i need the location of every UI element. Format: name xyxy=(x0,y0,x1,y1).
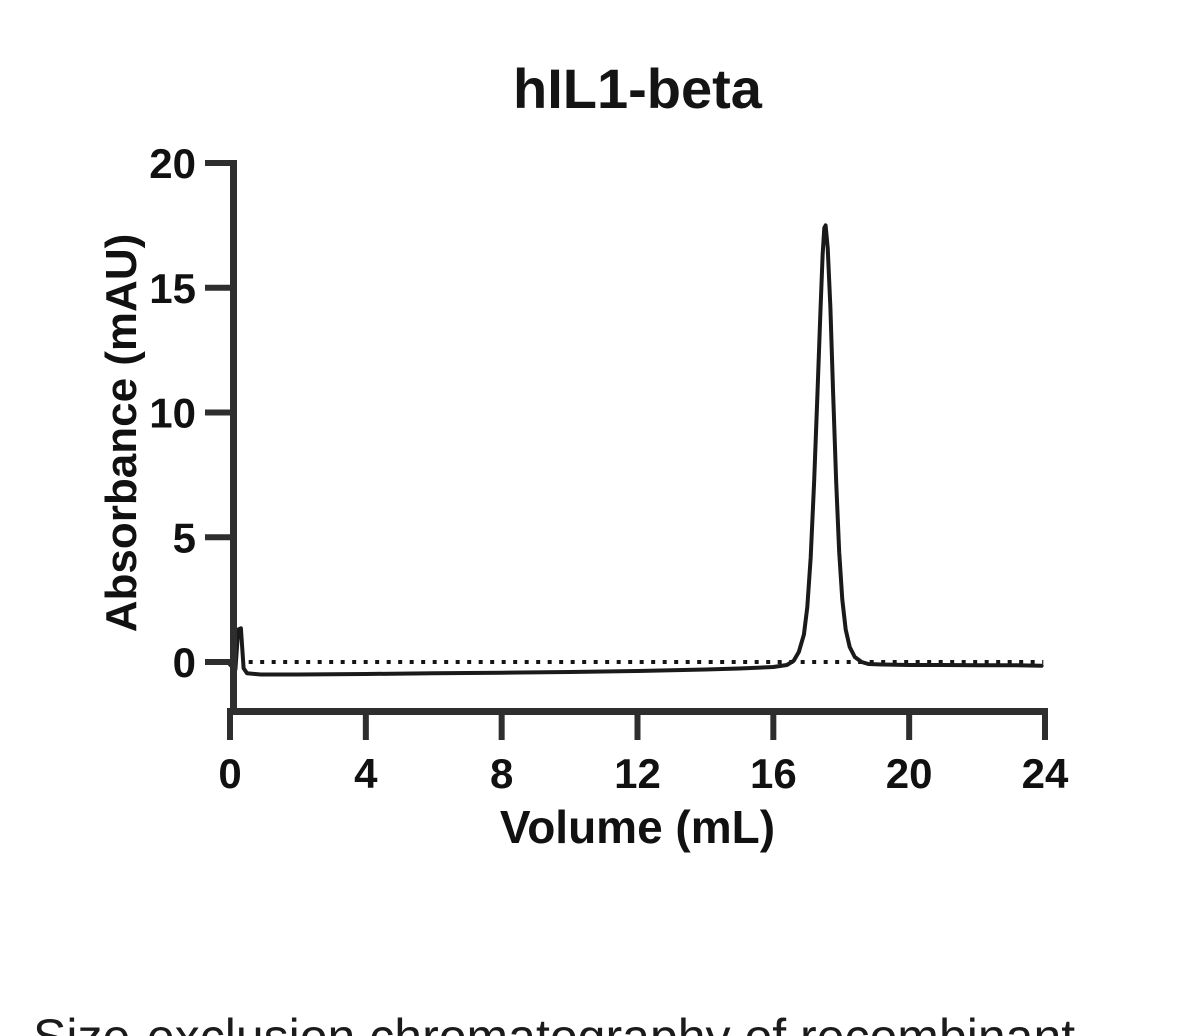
x-tick-label-16: 16 xyxy=(750,750,797,797)
figure-caption-line-1: Size-exclusion chromatography of recombi… xyxy=(33,1008,1163,1036)
chart-title: hIL1-beta xyxy=(513,57,762,120)
y-axis-ticks xyxy=(205,160,234,665)
x-tick-label-24: 24 xyxy=(1022,750,1069,797)
y-tick-label-0: 0 xyxy=(173,639,196,686)
y-axis-label: Absorbance (mAU) xyxy=(97,233,146,633)
absorbance-trace-line xyxy=(228,223,1044,677)
x-axis-label: Volume (mL) xyxy=(499,801,776,853)
x-tick-label-12: 12 xyxy=(614,750,661,797)
x-tick-label-20: 20 xyxy=(886,750,933,797)
x-tick-label-0: 0 xyxy=(218,750,241,797)
x-axis-tick-labels: 0 4 8 12 16 20 24 xyxy=(218,750,1069,797)
figure-caption: Size-exclusion chromatography of recombi… xyxy=(33,890,1163,1036)
y-tick-label-10: 10 xyxy=(149,390,196,437)
x-tick-label-4: 4 xyxy=(354,750,378,797)
x-axis-ticks xyxy=(227,708,1048,740)
y-axis-tick-labels: 0 5 10 15 20 xyxy=(149,140,196,686)
x-tick-label-8: 8 xyxy=(490,750,513,797)
y-tick-label-5: 5 xyxy=(173,514,196,561)
chromatogram-plot: 0 5 10 15 20 0 4 8 12 16 20 24 xyxy=(149,140,1069,797)
y-tick-label-20: 20 xyxy=(149,140,196,187)
y-tick-label-15: 15 xyxy=(149,265,196,312)
